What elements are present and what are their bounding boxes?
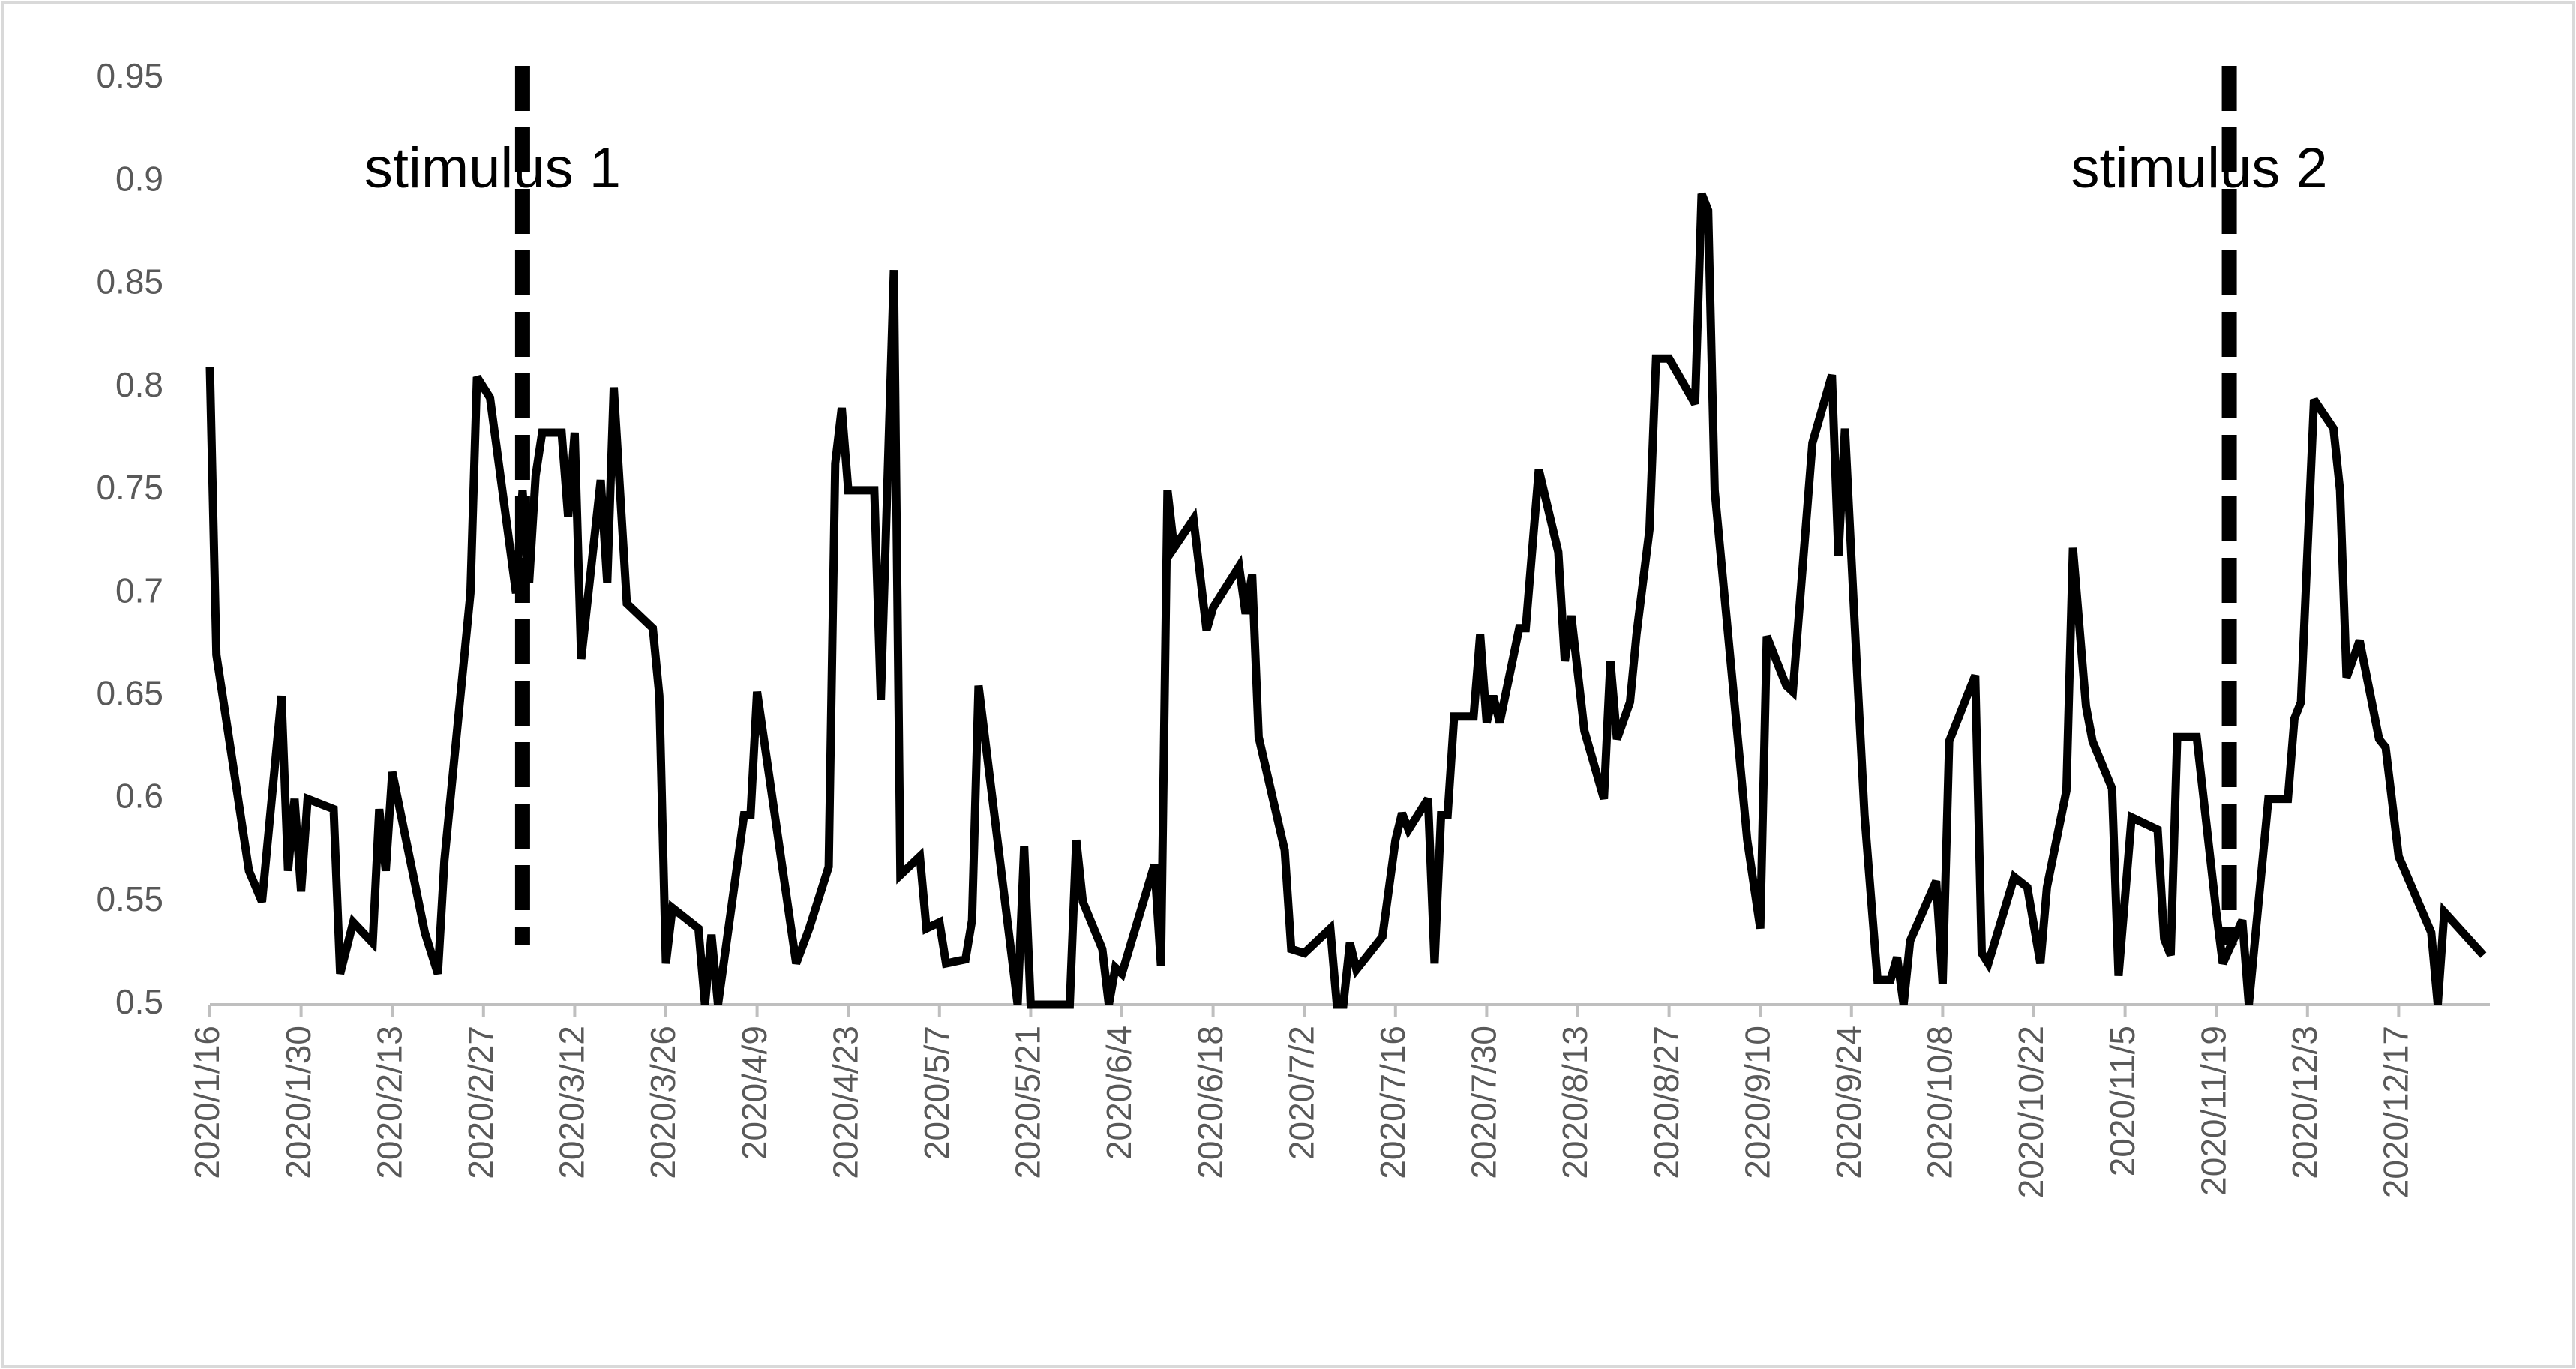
x-tick-label: 2020/3/12 — [553, 1026, 592, 1179]
x-tick-label: 2020/9/24 — [1829, 1026, 1868, 1179]
x-tick-label: 2020/6/18 — [1191, 1026, 1230, 1179]
y-tick-label: 0.55 — [96, 879, 163, 918]
y-tick-label: 0.65 — [96, 673, 163, 712]
x-tick-label: 2020/7/16 — [1373, 1026, 1412, 1179]
x-tick-label: 2020/5/7 — [917, 1026, 956, 1160]
data-line — [205, 192, 2487, 1009]
x-tick-label: 2020/7/30 — [1465, 1026, 1504, 1179]
x-tick-label: 2020/9/10 — [1738, 1026, 1777, 1179]
y-tick-label: 0.95 — [96, 56, 163, 95]
y-tick-label: 0.9 — [115, 159, 163, 198]
x-tick-label: 2020/10/22 — [2011, 1026, 2050, 1198]
x-tick-label: 2020/4/9 — [735, 1026, 774, 1160]
x-tick-label: 2020/2/13 — [370, 1026, 409, 1179]
y-tick-label: 0.7 — [115, 571, 163, 610]
y-tick-label: 0.8 — [115, 365, 163, 404]
x-tick-label: 2020/8/27 — [1647, 1026, 1686, 1179]
x-tick-label: 2020/1/16 — [187, 1026, 226, 1179]
x-tick-label: 2020/5/21 — [1009, 1026, 1048, 1179]
x-tick-label: 2020/11/19 — [2194, 1026, 2233, 1196]
x-tick-label: 2020/1/30 — [279, 1026, 318, 1179]
y-tick-label: 0.85 — [96, 262, 163, 301]
x-tick-label: 2020/3/26 — [643, 1026, 682, 1179]
annotation-label: stimulus 2 — [2071, 136, 2328, 200]
x-tick-label: 2020/6/4 — [1099, 1026, 1138, 1160]
x-tick-label: 2020/8/13 — [1555, 1026, 1594, 1179]
x-tick-label: 2020/12/17 — [2377, 1026, 2416, 1198]
y-tick-label: 0.6 — [115, 777, 163, 816]
y-tick-label: 0.5 — [115, 982, 163, 1021]
x-tick-label: 2020/10/8 — [1921, 1026, 1960, 1179]
y-tick-label: 0.75 — [96, 468, 163, 507]
annotation-label: stimulus 1 — [364, 136, 621, 200]
x-tick-label: 2020/11/5 — [2103, 1026, 2142, 1176]
x-tick-label: 2020/12/3 — [2285, 1026, 2324, 1179]
x-tick-label: 2020/7/2 — [1282, 1026, 1321, 1160]
x-tick-label: 2020/2/27 — [461, 1026, 500, 1179]
x-tick-label: 2020/4/23 — [826, 1026, 865, 1179]
